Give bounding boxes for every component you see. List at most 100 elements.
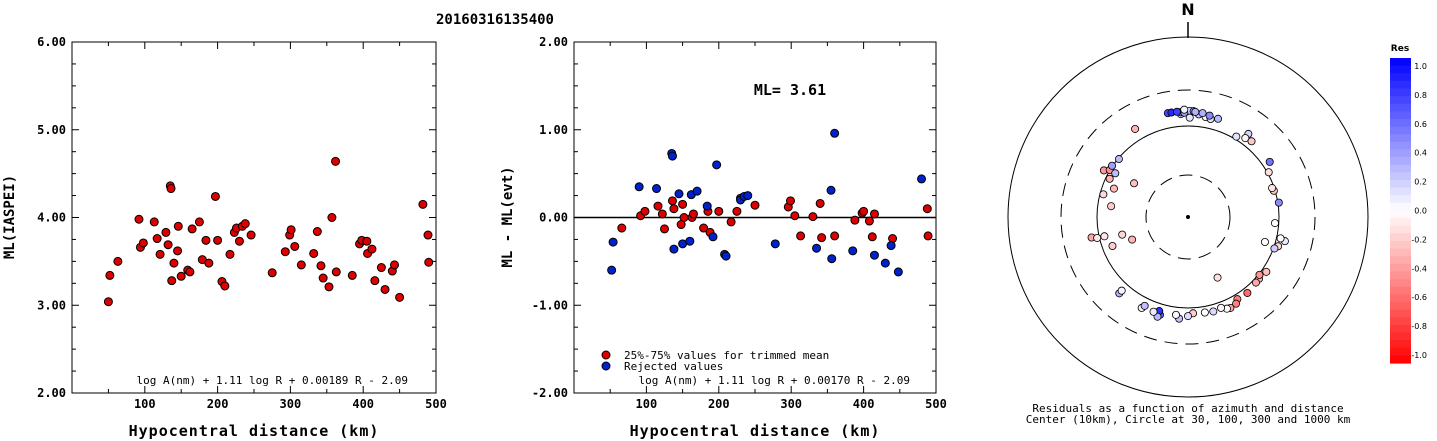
data-point (362, 236, 372, 246)
y-tick-label: -1.00 (532, 298, 568, 312)
station-residual (1117, 286, 1126, 295)
center-dot (1186, 215, 1190, 219)
station-residual (1209, 307, 1218, 316)
data-point (376, 263, 386, 273)
data-point (848, 246, 858, 256)
data-point (380, 284, 390, 294)
ring-30km (1145, 174, 1231, 260)
data-point (163, 240, 173, 250)
data-point (155, 249, 165, 259)
colorbar-cell (1390, 58, 1411, 67)
data-point (187, 224, 197, 234)
data-point (827, 254, 837, 264)
station-residual (1241, 134, 1250, 143)
data-point (699, 223, 709, 233)
colorbar-cell (1390, 210, 1411, 219)
colorbar-tick-label: 0.8 (1414, 91, 1427, 100)
ring-1000km (1007, 36, 1369, 398)
station-residual (1262, 267, 1271, 276)
data-point (688, 209, 698, 219)
colorbar-tick-label: 0.2 (1414, 178, 1427, 187)
colorbar-cell (1390, 88, 1411, 97)
x-axis-label: Hypocentral distance (km) (129, 422, 380, 440)
data-point (234, 236, 244, 246)
colorbar-cell (1390, 134, 1411, 143)
station-residual (1131, 124, 1140, 133)
station-residual (1200, 308, 1209, 317)
colorbar-tick-label: 0.4 (1414, 149, 1427, 158)
colorbar-cell (1390, 286, 1411, 295)
data-point (246, 230, 256, 240)
data-point (617, 223, 627, 233)
station-residual (1243, 288, 1252, 297)
data-point (331, 156, 341, 166)
y-tick-label: 5.00 (37, 123, 66, 137)
data-point (712, 160, 722, 170)
data-point (864, 216, 874, 226)
y-tick-label: -2.00 (532, 386, 568, 400)
data-point (826, 185, 836, 195)
colorbar-cell (1390, 332, 1411, 341)
x-tick-label: 500 (425, 397, 447, 411)
station-residual (1130, 179, 1139, 188)
station-residual (1184, 312, 1193, 321)
data-point (880, 258, 890, 268)
station-residual (1114, 155, 1123, 164)
data-point (327, 213, 337, 222)
data-point (669, 244, 679, 254)
data-point (169, 258, 179, 268)
data-point (607, 265, 617, 275)
data-point (893, 267, 903, 277)
data-point (103, 297, 113, 307)
data-point (152, 234, 162, 244)
station-residual (1107, 202, 1116, 211)
ring-100km (1096, 125, 1280, 309)
x-tick-label: 100 (134, 397, 156, 411)
data-point (743, 191, 753, 201)
data-point (267, 268, 277, 278)
station-residual (1251, 278, 1260, 287)
data-point (702, 201, 712, 211)
legend-label-rejected: Rejected values (624, 360, 723, 373)
station-residual (1180, 105, 1189, 114)
station-residual (1185, 113, 1194, 122)
colorbar-cell (1390, 103, 1411, 112)
colorbar-title: Res (1391, 44, 1409, 54)
station-residual (1213, 273, 1222, 282)
x-tick-label: 400 (352, 397, 374, 411)
station-residual (1205, 111, 1214, 120)
data-point (296, 260, 306, 270)
colorbar-cell (1390, 141, 1411, 151)
data-point (732, 206, 742, 216)
station-residual (1191, 107, 1200, 116)
data-point (859, 206, 869, 216)
data-point (309, 248, 319, 258)
colorbar-tick-label: 1.0 (1414, 62, 1427, 71)
data-point (679, 213, 689, 222)
data-point (286, 225, 296, 235)
data-point (423, 230, 433, 240)
data-point (105, 270, 115, 280)
station-residual (1105, 174, 1114, 183)
x-axis-label: Hypocentral distance (km) (630, 422, 881, 440)
station-residual (1265, 157, 1274, 166)
data-point (790, 211, 800, 221)
colorbar-cell (1390, 271, 1411, 280)
data-point (869, 250, 879, 260)
data-point (424, 257, 434, 267)
data-point (240, 219, 250, 229)
data-point (210, 191, 220, 201)
colorbar-ticks: 1.0 0.8 0.6 0.4 0.2 0.0 -0.2 -0.4 -0.6 -0.8 -1.0 (1411, 62, 1427, 360)
station-residual (1109, 184, 1118, 193)
data-point (176, 271, 186, 281)
data-point (213, 235, 223, 245)
x-tick-label: 500 (925, 397, 947, 411)
colorbar-cell (1390, 195, 1411, 204)
data-point (817, 233, 827, 243)
y-tick-label: 0.00 (539, 211, 568, 225)
data-point (917, 174, 927, 184)
data-point (652, 184, 662, 194)
data-point (370, 276, 380, 286)
data-point (830, 128, 840, 138)
legend-marker-trimmed (601, 350, 611, 360)
